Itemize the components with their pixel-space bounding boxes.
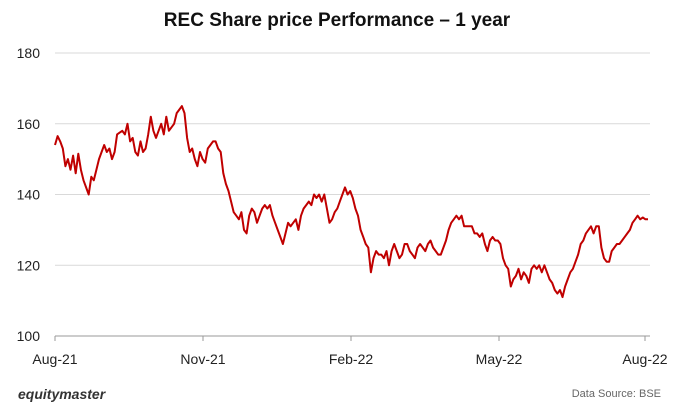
- y-tick-label: 100: [17, 328, 41, 344]
- y-tick-label: 160: [17, 116, 41, 132]
- x-tick-label: Feb-22: [329, 351, 374, 367]
- x-tick-label: May-22: [476, 351, 523, 367]
- data-source-note: Data Source: BSE: [571, 388, 661, 400]
- equitymaster-logo: equitymaster: [18, 386, 106, 402]
- x-tick-label: Nov-21: [180, 351, 225, 367]
- y-tick-label: 120: [17, 257, 41, 273]
- y-tick-label: 180: [17, 45, 41, 61]
- x-tick-label: Aug-22: [622, 351, 667, 367]
- y-tick-label: 140: [17, 187, 41, 203]
- x-axis-labels: Aug-21 Nov-21 Feb-22 May-22 Aug-22: [32, 351, 667, 367]
- price-line: [54, 105, 648, 299]
- grid-lines: [55, 52, 650, 266]
- y-axis-labels: 100 120 140 160 180: [17, 45, 41, 344]
- chart-title: REC Share price Performance – 1 year: [164, 10, 511, 31]
- x-axis: [54, 335, 650, 341]
- x-tick-label: Aug-21: [32, 351, 77, 367]
